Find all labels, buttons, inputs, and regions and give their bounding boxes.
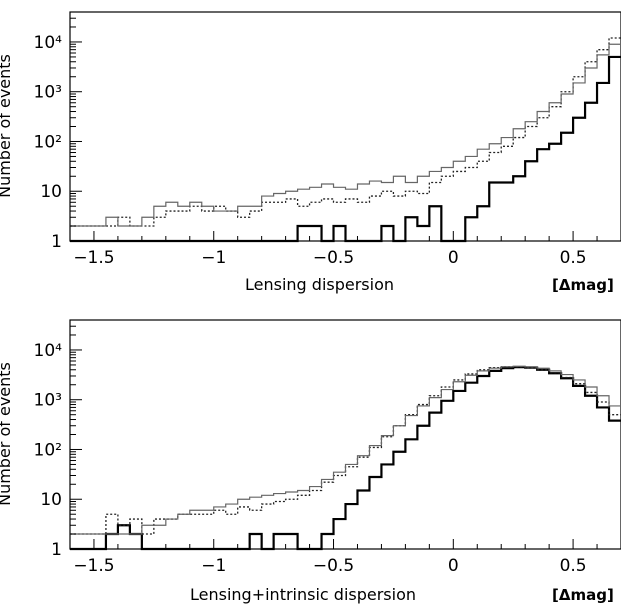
bottom-axes: −1.5 −1 −0.5 0 0.5 1 10 10² 10³ 10⁴ [34,319,621,576]
x-tick-label: −1 [201,248,226,268]
y-tick-label: 10² [34,440,62,460]
top-x-axis-label: Lensing dispersion [245,275,394,294]
bottom-series [70,365,621,551]
y-tick-label: 10⁴ [34,33,63,53]
top-panel: −1.5 −1 −0.5 0 0.5 1 10 10² 10³ 10⁴ Number of eve… [0,11,621,294]
top-panel-series-dotted [70,37,621,227]
x-tick-label: −1.5 [73,248,114,268]
x-tick-label: −0.5 [313,248,354,268]
top-series [70,37,621,243]
y-tick-label: 10 [40,182,62,202]
y-tick-label: 1 [51,232,62,252]
x-tick-label: −1 [201,556,226,576]
top-axes: −1.5 −1 −0.5 0 0.5 1 10 10² 10³ 10⁴ [34,11,621,268]
y-tick-label: 10³ [34,83,62,103]
x-tick-label: 0.5 [560,248,587,268]
bottom-x-axis-label: Lensing+intrinsic dispersion [190,585,416,604]
y-tick-label: 10 [40,490,62,510]
y-tick-label: 1 [51,540,62,560]
x-tick-label: 0 [448,248,459,268]
y-tick-label: 10⁴ [34,341,63,361]
top-panel-series-solid-thin [70,43,621,227]
bottom-y-axis-label: Number of events [0,362,14,506]
bottom-panel-series-solid-thick [70,366,621,551]
x-tick-label: −1.5 [73,556,114,576]
bottom-x-axis-unit: [Δmag] [552,586,614,604]
x-tick-label: 0 [448,556,459,576]
x-tick-label: −0.5 [313,556,354,576]
bottom-panel: −1.5 −1 −0.5 0 0.5 1 10 10² 10³ 10⁴ Number of eve… [0,319,621,604]
top-plot-frame [69,11,621,242]
y-tick-label: 10³ [34,391,62,411]
top-panel-series-solid-thick [70,55,621,243]
y-tick-label: 10² [34,132,62,152]
top-x-axis-unit: [Δmag] [552,276,614,294]
top-y-axis-label: Number of events [0,54,14,198]
x-tick-label: 0.5 [560,556,587,576]
bottom-panel-series-solid-thin [70,365,621,535]
